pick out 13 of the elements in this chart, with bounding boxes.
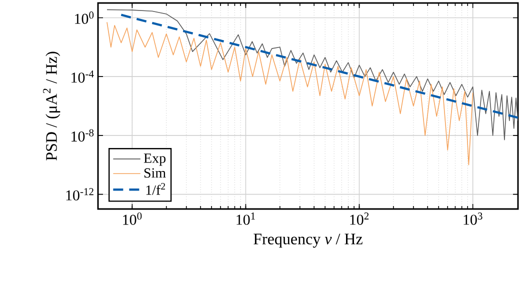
y-axis-title: PSD / (μA$^{2}$ / Hz) <box>43 52 60 160</box>
legend-label: Exp <box>144 154 166 166</box>
x-tick-label: 10$^{0}$ <box>123 212 142 225</box>
y-tick-label: 10$^{-12}$ <box>66 188 94 200</box>
y-tick-label: 10$^{-4}$ <box>72 70 94 83</box>
x-tick-label: 10$^{1}$ <box>236 212 255 225</box>
legend-label: Sim <box>144 168 166 178</box>
y-tick-label: 10$^{0}$ <box>75 12 94 24</box>
y-tick-label: 10$^{-8}$ <box>72 129 94 142</box>
legend-label: 1/f$^{2}$ <box>146 183 166 195</box>
x-tick-label: 10$^{2}$ <box>350 212 369 225</box>
x-axis-title: Frequency ν / Hz <box>254 234 362 248</box>
x-tick-label: 10$^{3}$ <box>464 212 482 225</box>
